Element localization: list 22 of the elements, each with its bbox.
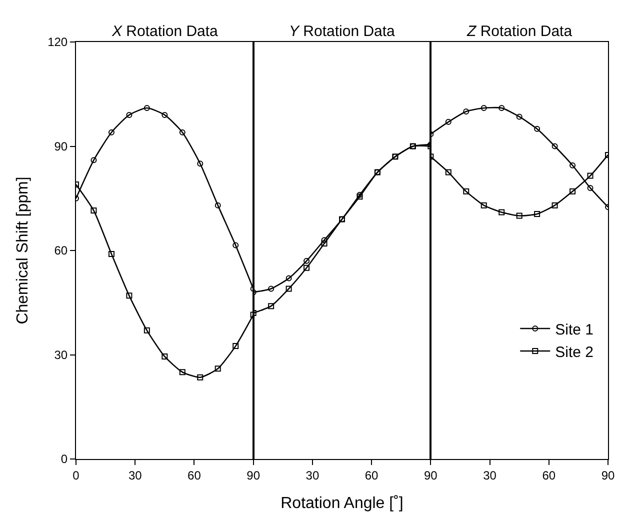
y-tick-label: 120 [48,35,68,50]
chart-title: Y Rotation Data [289,23,396,40]
x-tick-label: 30 [483,468,497,482]
chart-title: Z Rotation Data [466,23,573,40]
legend-label: Site 1 [555,321,594,338]
x-tick-label: 90 [601,468,615,482]
x-tick-label: 60 [188,468,202,482]
x-tick-label: 30 [306,468,320,482]
x-tick-label: 60 [364,468,379,482]
x-tick-label: 90 [424,468,438,482]
y-tick-label: 30 [54,348,68,362]
y-axis-title: Chemical Shift [ppm] [14,176,32,324]
x-tick-label: 90 [246,468,260,482]
x-tick-label: 60 [542,468,556,482]
legend-label: Site 2 [555,344,594,361]
y-tick-label: 0 [60,452,68,466]
chart-title: X Rotation Data [111,23,219,40]
y-tick-label: 60 [54,244,68,258]
y-tick-label: 90 [54,139,68,154]
x-tick-label: 0 [72,468,80,482]
x-axis-title: Rotation Angle [˚] [280,495,404,512]
x-tick-label: 30 [128,468,142,482]
